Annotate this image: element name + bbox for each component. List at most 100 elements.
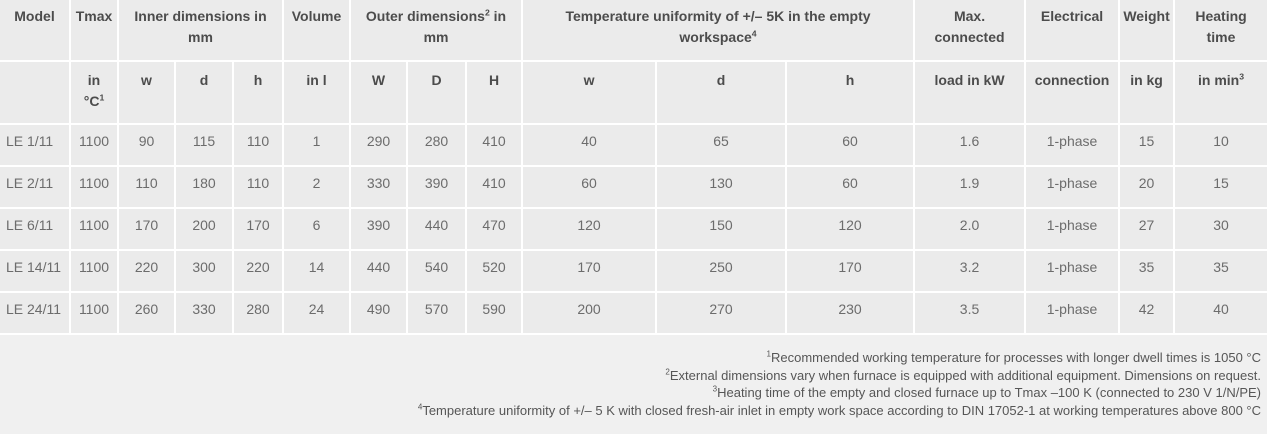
model-cell: LE 6/11 [0,209,71,251]
value-cell: 200 [176,209,234,251]
table-row: LE 2/11 1100 110 180 110 2 330 390 410 60 130 60 1.9… [0,167,1267,209]
value-cell: 260 [119,293,176,335]
subheader-connection: connection [1026,62,1121,125]
value-cell: 1-phase [1026,125,1121,167]
subheader-inner-w: w [119,62,176,125]
value-cell: 390 [408,167,467,209]
value-cell: 440 [351,251,408,293]
value-cell: 60 [523,167,658,209]
subheader-weight-unit: in kg [1120,62,1176,125]
table-row: LE 14/11 1100 220 300 220 14 440 540 520 170 250 17… [0,251,1267,293]
subheader-heating-unit: in min3 [1175,62,1267,125]
header-outer-dimensions: Outer dimensions2 in mm [351,0,524,62]
value-cell: 170 [234,209,284,251]
header-heating-time: Heating time [1175,0,1267,62]
footnote-4-marker: 4 [417,402,423,412]
header-uniformity-text: Temperature uniformity of +/– 5K in the … [565,8,871,45]
value-cell: 6 [284,209,351,251]
value-cell: 110 [234,167,284,209]
header-inner-dimensions: Inner dimensions in mm [119,0,284,62]
value-cell: 470 [467,209,524,251]
footnote-4: 4Temperature uniformity of +/– 5 K with … [0,402,1261,420]
value-cell: 220 [234,251,284,293]
subheader-uniformity-d: d [657,62,788,125]
value-cell: 90 [119,125,176,167]
value-cell: 170 [119,209,176,251]
value-cell: 1-phase [1026,293,1121,335]
value-cell: 410 [467,125,524,167]
value-cell: 250 [657,251,788,293]
header-outer-text: Outer dimensions [365,8,485,24]
subheader-inner-h: h [234,62,284,125]
footnote-2-marker: 2 [665,367,670,377]
subheader-uniformity-h: h [787,62,916,125]
value-cell: 300 [176,251,234,293]
footnote-1-text: Recommended working temperature for proc… [770,350,1261,365]
footnotes: 1Recommended working temperature for pro… [0,335,1267,419]
value-cell: 35 [1175,251,1267,293]
value-cell: 115 [176,125,234,167]
value-cell: 280 [234,293,284,335]
value-cell: 1-phase [1026,209,1121,251]
value-cell: 14 [284,251,351,293]
table-row: LE 1/11 1100 90 115 110 1 290 280 410 40 65 60 1.6 1-… [0,125,1267,167]
furnace-spec-table: Model Tmax Inner dimensions in mm Volume… [0,0,1267,335]
value-cell: 120 [523,209,658,251]
value-cell: 170 [787,251,916,293]
subheader-outer-D: D [408,62,467,125]
value-cell: 2.0 [915,209,1027,251]
footnote-marker-2: 2 [484,7,490,18]
footnote-1-marker: 1 [766,349,771,359]
value-cell: 590 [467,293,524,335]
subheader-model-empty [0,62,71,125]
value-cell: 1100 [71,293,119,335]
footnote-3-text: Heating time of the empty and closed fur… [717,385,1261,400]
value-cell: 65 [657,125,788,167]
subheader-tmax-text: in °C [83,72,101,109]
value-cell: 490 [351,293,408,335]
value-cell: 20 [1120,167,1176,209]
value-cell: 520 [467,251,524,293]
header-tmax: Tmax [71,0,119,62]
footnote-marker-1: 1 [99,92,105,103]
value-cell: 1100 [71,251,119,293]
table-body: LE 1/11 1100 90 115 110 1 290 280 410 40 65 60 1.6 1-… [0,125,1267,335]
subheader-uniformity-w: w [523,62,658,125]
value-cell: 540 [408,251,467,293]
footnote-2: 2External dimensions vary when furnace i… [0,367,1261,385]
value-cell: 24 [284,293,351,335]
value-cell: 130 [657,167,788,209]
value-cell: 42 [1120,293,1176,335]
value-cell: 35 [1120,251,1176,293]
value-cell: 230 [787,293,916,335]
value-cell: 60 [787,125,916,167]
footnote-3-marker: 3 [712,384,718,394]
value-cell: 10 [1175,125,1267,167]
value-cell: 1.9 [915,167,1027,209]
value-cell: 330 [351,167,408,209]
value-cell: 570 [408,293,467,335]
subheader-load: load in kW [915,62,1027,125]
header-max-connected: Max. connected [915,0,1027,62]
table-row: LE 24/11 1100 260 330 280 24 490 570 590 200 270 23… [0,293,1267,335]
subheader-inner-d: d [176,62,234,125]
value-cell: 3.2 [915,251,1027,293]
value-cell: 15 [1120,125,1176,167]
value-cell: 220 [119,251,176,293]
value-cell: 1100 [71,209,119,251]
value-cell: 180 [176,167,234,209]
value-cell: 1-phase [1026,251,1121,293]
model-cell: LE 14/11 [0,251,71,293]
model-cell: LE 1/11 [0,125,71,167]
value-cell: 410 [467,167,524,209]
subheader-outer-W: W [351,62,408,125]
value-cell: 1100 [71,167,119,209]
value-cell: 150 [657,209,788,251]
value-cell: 330 [176,293,234,335]
header-outer-unit: in mm [423,8,507,45]
value-cell: 40 [1175,293,1267,335]
subheader-heating-text: in min [1198,72,1240,88]
value-cell: 3.5 [915,293,1027,335]
value-cell: 390 [351,209,408,251]
